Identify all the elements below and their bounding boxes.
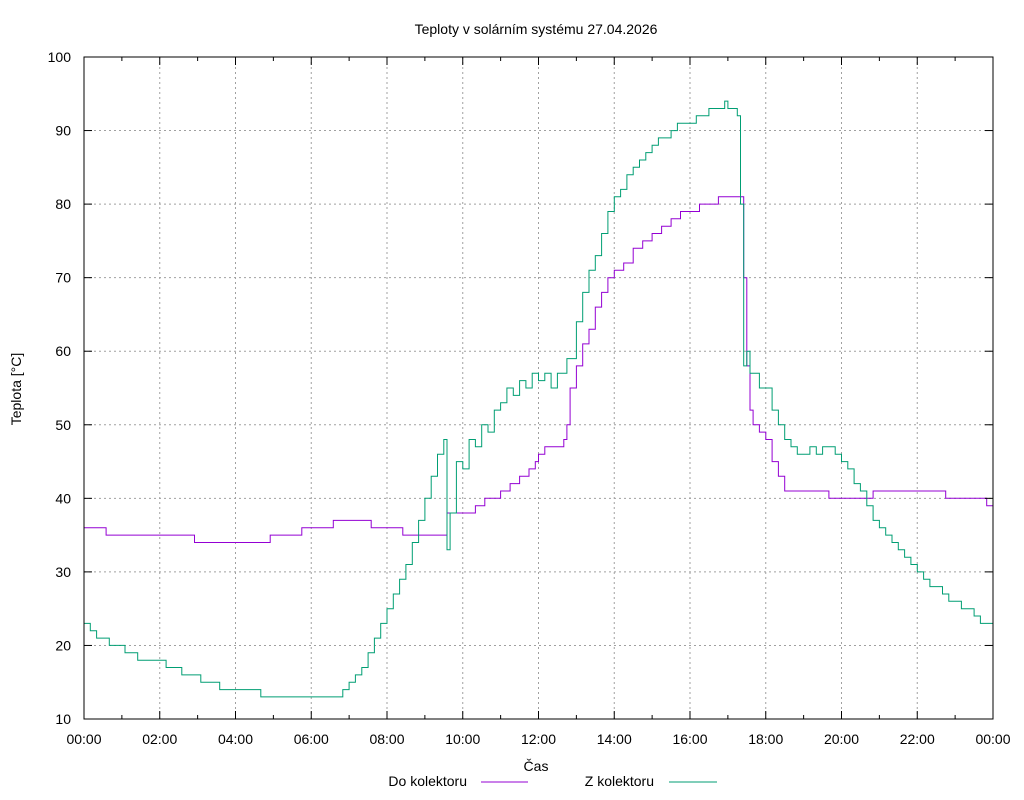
y-tick-labels: 10 20 30 40 50 60 70 80 90 100	[48, 49, 72, 727]
y-tick-label: 50	[55, 417, 71, 433]
x-tick-label: 00:00	[66, 731, 101, 747]
x-tick-label: 10:00	[445, 731, 480, 747]
x-tick-labels: 00:00 02:00 04:00 06:00 08:00 10:00 12:00 14:00…	[66, 731, 1010, 747]
y-tick-label: 60	[55, 343, 71, 359]
series-line-z-kolektoru	[84, 100, 993, 698]
y-tick-label: 40	[55, 490, 71, 506]
x-tick-label: 08:00	[369, 731, 404, 747]
y-tick-label: 90	[55, 123, 71, 139]
y-tick-label: 30	[55, 564, 71, 580]
y-axis-label: Teplota [°C]	[8, 353, 24, 426]
ticks	[83, 56, 994, 720]
x-tick-label: 04:00	[218, 731, 253, 747]
x-tick-label: 16:00	[672, 731, 707, 747]
x-tick-label: 18:00	[748, 731, 783, 747]
x-tick-label: 06:00	[294, 731, 329, 747]
x-tick-label: 02:00	[142, 731, 177, 747]
y-tick-label: 20	[55, 637, 71, 653]
series-layer	[84, 100, 993, 698]
y-tick-label: 70	[55, 270, 71, 286]
x-tick-label: 22:00	[900, 731, 935, 747]
x-tick-label: 12:00	[521, 731, 556, 747]
x-tick-label: 20:00	[824, 731, 859, 747]
y-tick-label: 10	[55, 711, 71, 727]
x-tick-label: 00:00	[975, 731, 1010, 747]
series-line-do-kolektoru	[84, 196, 993, 543]
chart-title: Teploty v solárním systému 27.04.2026	[415, 21, 658, 37]
grid	[84, 57, 993, 719]
legend-label-z-kolektoru: Z kolektoru	[585, 773, 654, 789]
y-tick-label: 80	[55, 196, 71, 212]
legend-label-do-kolektoru: Do kolektoru	[388, 773, 467, 789]
y-tick-label: 100	[48, 49, 72, 65]
x-tick-label: 14:00	[597, 731, 632, 747]
legend: Do kolektoru Z kolektoru	[388, 773, 717, 789]
x-axis-label: Čas	[524, 758, 549, 774]
